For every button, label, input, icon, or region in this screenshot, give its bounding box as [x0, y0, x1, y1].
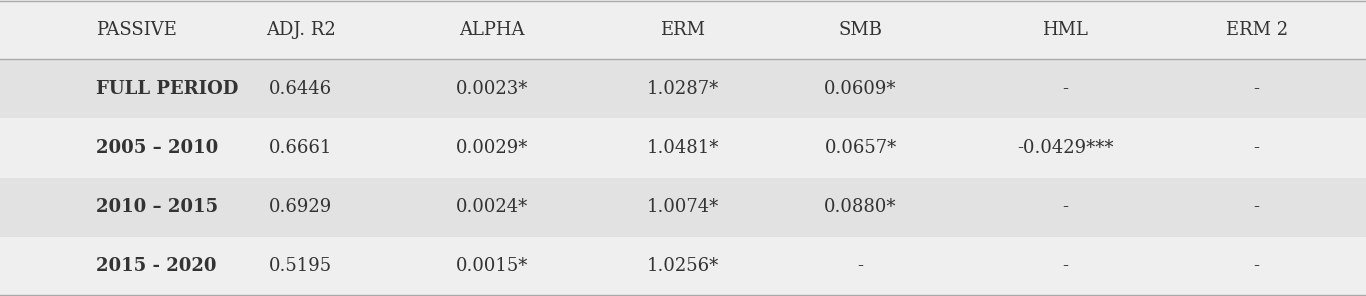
Bar	[0, 59, 1366, 118]
Bar	[0, 118, 1366, 178]
Text: 1.0256*: 1.0256*	[647, 258, 719, 275]
Text: -: -	[1254, 139, 1259, 157]
Text: 0.6929: 0.6929	[269, 198, 332, 216]
Text: ALPHA: ALPHA	[459, 21, 525, 38]
Text: ERM 2: ERM 2	[1225, 21, 1288, 38]
Text: -: -	[1063, 80, 1068, 98]
Text: -: -	[1254, 198, 1259, 216]
Text: ERM: ERM	[661, 21, 705, 38]
Text: 0.0029*: 0.0029*	[456, 139, 527, 157]
Text: 2010 – 2015: 2010 – 2015	[96, 198, 217, 216]
Text: 2005 – 2010: 2005 – 2010	[96, 139, 217, 157]
Text: 2015 - 2020: 2015 - 2020	[96, 258, 216, 275]
Text: 0.0657*: 0.0657*	[825, 139, 896, 157]
Text: 0.0880*: 0.0880*	[824, 198, 897, 216]
Text: 0.0015*: 0.0015*	[456, 258, 527, 275]
Text: PASSIVE: PASSIVE	[96, 21, 176, 38]
Text: -: -	[1254, 258, 1259, 275]
Text: -0.0429***: -0.0429***	[1018, 139, 1113, 157]
Text: -: -	[858, 258, 863, 275]
Text: -: -	[1063, 198, 1068, 216]
Text: 0.6661: 0.6661	[269, 139, 332, 157]
Text: 0.6446: 0.6446	[269, 80, 332, 98]
Bar	[0, 237, 1366, 296]
Bar	[0, 0, 1366, 59]
Text: FULL PERIOD: FULL PERIOD	[96, 80, 238, 98]
Text: HML: HML	[1042, 21, 1089, 38]
Text: 0.0024*: 0.0024*	[456, 198, 527, 216]
Text: 0.5195: 0.5195	[269, 258, 332, 275]
Text: 1.0287*: 1.0287*	[647, 80, 719, 98]
Text: 1.0074*: 1.0074*	[647, 198, 719, 216]
Text: 1.0481*: 1.0481*	[647, 139, 719, 157]
Text: -: -	[1254, 80, 1259, 98]
Bar	[0, 178, 1366, 237]
Text: 0.0609*: 0.0609*	[824, 80, 897, 98]
Text: -: -	[1063, 258, 1068, 275]
Text: SMB: SMB	[839, 21, 882, 38]
Text: 0.0023*: 0.0023*	[456, 80, 527, 98]
Text: ADJ. R2: ADJ. R2	[265, 21, 336, 38]
